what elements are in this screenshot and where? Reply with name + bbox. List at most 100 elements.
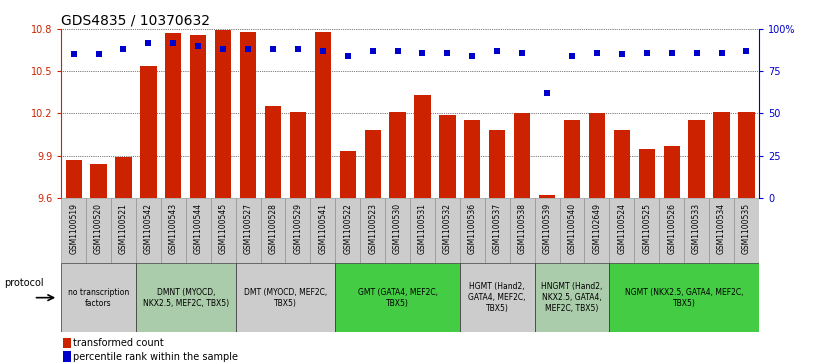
Bar: [91, 164, 107, 198]
Bar: [161, 198, 186, 263]
Text: GSM1100528: GSM1100528: [268, 203, 277, 254]
Point: [516, 50, 529, 56]
Bar: [286, 198, 310, 263]
Point: [267, 46, 280, 52]
Text: GSM1100523: GSM1100523: [368, 203, 377, 254]
Text: GSM1100541: GSM1100541: [318, 203, 327, 254]
Bar: [435, 198, 460, 263]
Bar: [610, 263, 759, 332]
Bar: [689, 121, 705, 198]
Bar: [415, 95, 431, 198]
Bar: [165, 33, 181, 198]
Bar: [460, 198, 485, 263]
Text: NGMT (NKX2.5, GATA4, MEF2C,
TBX5): NGMT (NKX2.5, GATA4, MEF2C, TBX5): [625, 287, 743, 308]
Point: [341, 53, 354, 59]
Text: GSM1100520: GSM1100520: [94, 203, 103, 254]
Point: [540, 90, 553, 96]
Bar: [111, 198, 136, 263]
Text: GSM1100544: GSM1100544: [193, 203, 202, 254]
Bar: [290, 112, 306, 198]
Bar: [61, 263, 136, 332]
Point: [317, 48, 330, 54]
Text: GSM1100529: GSM1100529: [294, 203, 303, 254]
Point: [166, 40, 180, 45]
Bar: [738, 112, 755, 198]
Bar: [460, 263, 534, 332]
Bar: [240, 32, 256, 198]
Bar: [410, 198, 435, 263]
Bar: [215, 30, 231, 198]
Text: GSM1100526: GSM1100526: [667, 203, 676, 254]
Point: [242, 46, 255, 52]
Point: [466, 53, 479, 59]
Text: GSM1100539: GSM1100539: [543, 203, 552, 254]
Bar: [589, 114, 605, 198]
Bar: [136, 263, 236, 332]
Text: percentile rank within the sample: percentile rank within the sample: [73, 352, 238, 362]
Bar: [659, 198, 684, 263]
Point: [67, 52, 80, 57]
Bar: [115, 157, 131, 198]
Bar: [190, 35, 206, 198]
Bar: [734, 198, 759, 263]
Text: GSM1100536: GSM1100536: [468, 203, 477, 254]
Point: [665, 50, 678, 56]
Bar: [63, 338, 71, 348]
Text: DMT (MYOCD, MEF2C,
TBX5): DMT (MYOCD, MEF2C, TBX5): [244, 287, 327, 308]
Text: protocol: protocol: [4, 278, 44, 288]
Point: [715, 50, 728, 56]
Text: GSM1100527: GSM1100527: [244, 203, 253, 254]
Point: [565, 53, 579, 59]
Text: GSM1100532: GSM1100532: [443, 203, 452, 254]
Point: [690, 50, 703, 56]
Text: GSM1100543: GSM1100543: [169, 203, 178, 254]
Bar: [684, 198, 709, 263]
Bar: [560, 198, 584, 263]
Text: GSM1100521: GSM1100521: [119, 203, 128, 254]
Point: [441, 50, 454, 56]
Bar: [564, 121, 580, 198]
Bar: [211, 198, 236, 263]
Bar: [65, 160, 82, 198]
Point: [117, 46, 130, 52]
Bar: [634, 198, 659, 263]
Point: [591, 50, 604, 56]
Text: GSM1102649: GSM1102649: [592, 203, 601, 254]
Text: GSM1100542: GSM1100542: [144, 203, 153, 254]
Bar: [464, 121, 481, 198]
Bar: [236, 198, 260, 263]
Bar: [61, 198, 86, 263]
Text: GMT (GATA4, MEF2C,
TBX5): GMT (GATA4, MEF2C, TBX5): [357, 287, 437, 308]
Bar: [360, 198, 385, 263]
Bar: [186, 198, 211, 263]
Text: GSM1100545: GSM1100545: [219, 203, 228, 254]
Bar: [709, 198, 734, 263]
Bar: [236, 263, 335, 332]
Bar: [260, 198, 286, 263]
Text: HGMT (Hand2,
GATA4, MEF2C,
TBX5): HGMT (Hand2, GATA4, MEF2C, TBX5): [468, 282, 526, 313]
Text: GSM1100525: GSM1100525: [642, 203, 651, 254]
Bar: [514, 114, 530, 198]
Text: HNGMT (Hand2,
NKX2.5, GATA4,
MEF2C, TBX5): HNGMT (Hand2, NKX2.5, GATA4, MEF2C, TBX5…: [541, 282, 603, 313]
Bar: [136, 198, 161, 263]
Bar: [140, 66, 157, 198]
Bar: [614, 130, 630, 198]
Text: GSM1100534: GSM1100534: [717, 203, 726, 254]
Point: [391, 48, 404, 54]
Bar: [663, 146, 680, 198]
Point: [92, 52, 105, 57]
Text: GSM1100533: GSM1100533: [692, 203, 701, 254]
Bar: [534, 263, 610, 332]
Bar: [389, 112, 406, 198]
Point: [216, 46, 229, 52]
Bar: [86, 198, 111, 263]
Text: GSM1100531: GSM1100531: [418, 203, 427, 254]
Text: GSM1100537: GSM1100537: [493, 203, 502, 254]
Bar: [63, 351, 71, 362]
Point: [416, 50, 429, 56]
Text: GSM1100519: GSM1100519: [69, 203, 78, 254]
Bar: [610, 198, 634, 263]
Text: GDS4835 / 10370632: GDS4835 / 10370632: [61, 14, 211, 28]
Text: DMNT (MYOCD,
NKX2.5, MEF2C, TBX5): DMNT (MYOCD, NKX2.5, MEF2C, TBX5): [143, 287, 228, 308]
Bar: [335, 263, 460, 332]
